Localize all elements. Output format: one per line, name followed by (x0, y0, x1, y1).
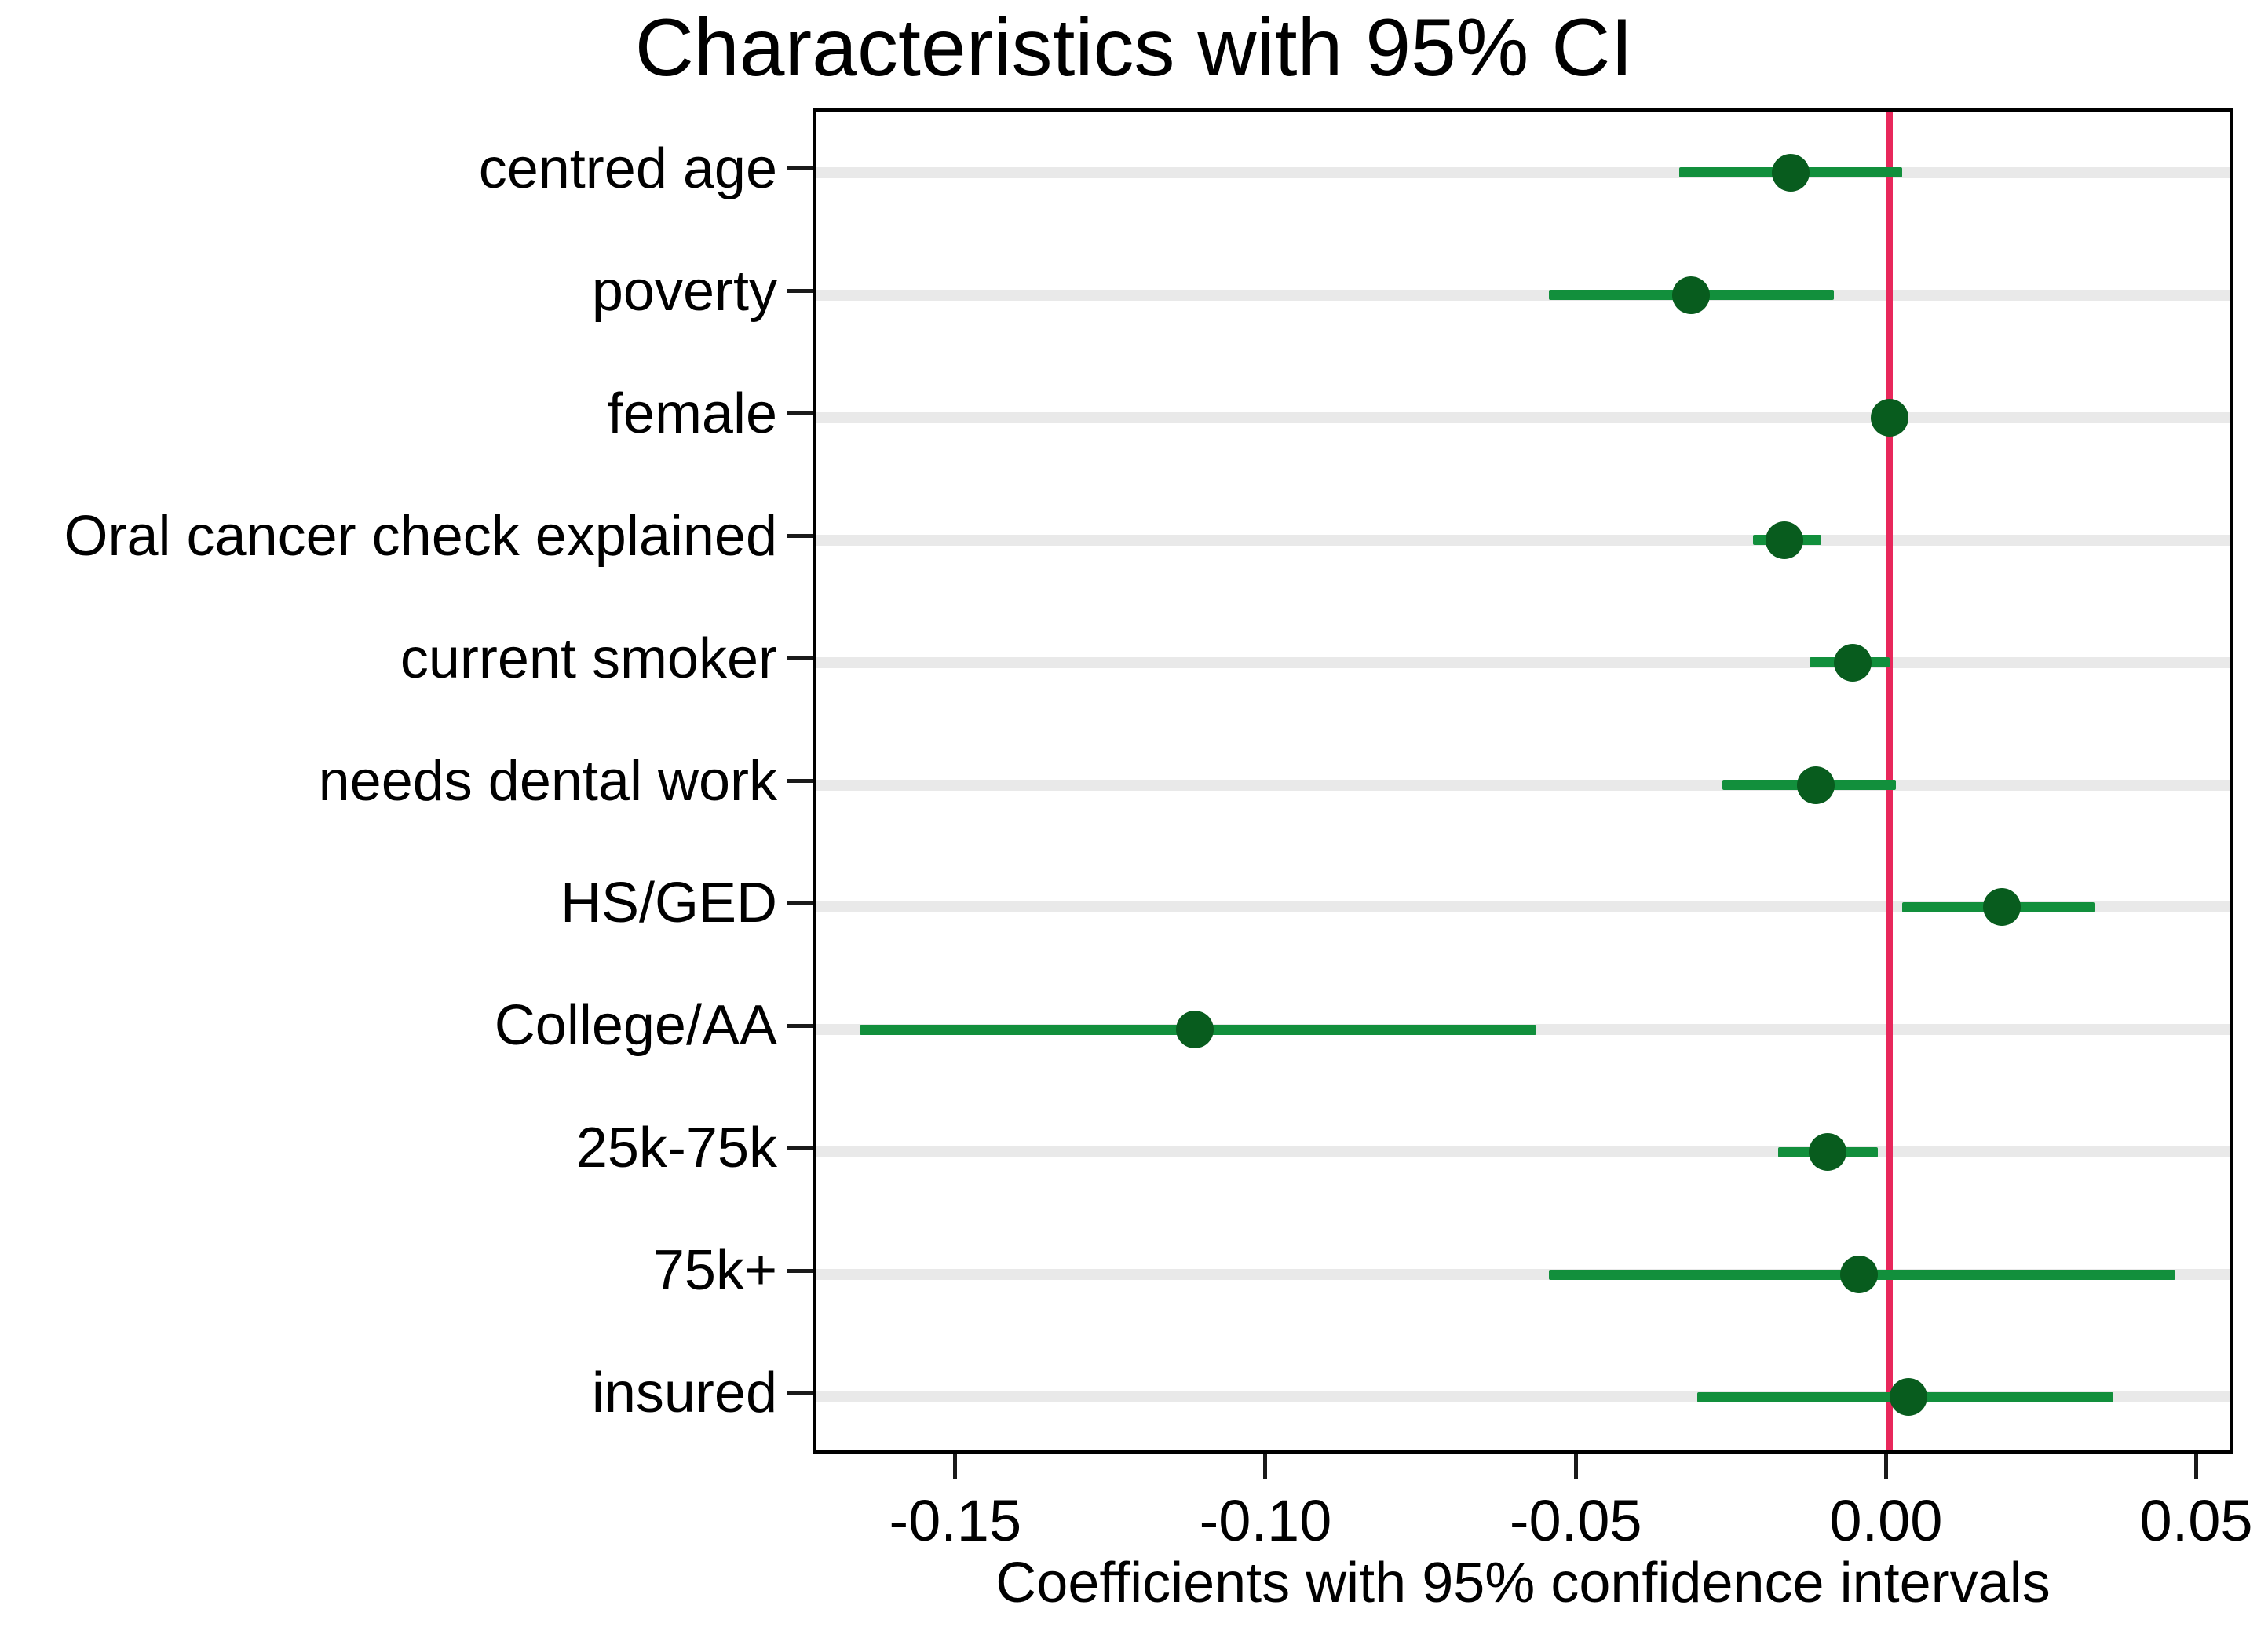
y-tick (787, 656, 813, 661)
x-tick (1573, 1454, 1578, 1479)
x-tick (2194, 1454, 2199, 1479)
x-tick-label: 0.05 (2139, 1488, 2253, 1553)
gridline (816, 411, 2230, 423)
gridline (816, 534, 2230, 546)
point-marker (1982, 888, 2021, 927)
gridline (816, 779, 2230, 791)
y-category-label: 25k-75k (575, 1117, 777, 1180)
y-category-label: current smoker (400, 627, 777, 690)
y-category-label: insured (591, 1362, 777, 1425)
y-tick (787, 411, 813, 416)
y-tick (787, 901, 813, 905)
point-marker (1809, 1133, 1847, 1172)
x-tick-label: 0.00 (1829, 1488, 1943, 1553)
y-tick (787, 1268, 813, 1273)
x-tick (953, 1454, 958, 1479)
y-category-label: poverty (591, 259, 777, 323)
point-marker (1771, 153, 1810, 192)
x-tick-label: -0.10 (1199, 1488, 1332, 1553)
point-marker (1766, 521, 1803, 559)
y-tick (787, 289, 813, 294)
x-tick-label: -0.15 (889, 1488, 1022, 1553)
y-category-label: HS/GED (560, 872, 777, 935)
gridline (816, 901, 2230, 913)
gridline (816, 1146, 2230, 1158)
point-marker (1871, 398, 1909, 437)
point-marker (1176, 1011, 1214, 1049)
chart-title: Characteristics with 95% CI (634, 2, 1634, 93)
y-tick (787, 779, 813, 783)
y-tick (787, 1391, 813, 1395)
y-category-label: centred age (478, 137, 777, 200)
gridline (816, 656, 2230, 668)
x-axis-label: Coefficients with 95% confidence interva… (995, 1552, 2051, 1614)
plot-area (813, 108, 2233, 1454)
x-tick-label: -0.05 (1509, 1488, 1642, 1553)
y-tick (787, 166, 813, 171)
y-tick (787, 534, 813, 539)
y-category-label: College/AA (494, 994, 777, 1058)
y-tick (787, 1023, 813, 1028)
y-category-label: needs dental work (318, 749, 777, 813)
y-category-label: Oral cancer check explained (64, 504, 777, 568)
x-tick (1883, 1454, 1888, 1479)
point-marker (1839, 1256, 1878, 1294)
point-marker (1672, 276, 1711, 314)
y-category-label: female (607, 382, 777, 445)
point-marker (1890, 1378, 1928, 1417)
point-marker (1833, 643, 1872, 682)
gridline (816, 289, 2230, 301)
x-tick (1263, 1454, 1268, 1479)
point-marker (1796, 766, 1835, 804)
y-category-label: 75k+ (652, 1239, 777, 1303)
y-tick (787, 1146, 813, 1150)
gridline (816, 166, 2230, 178)
